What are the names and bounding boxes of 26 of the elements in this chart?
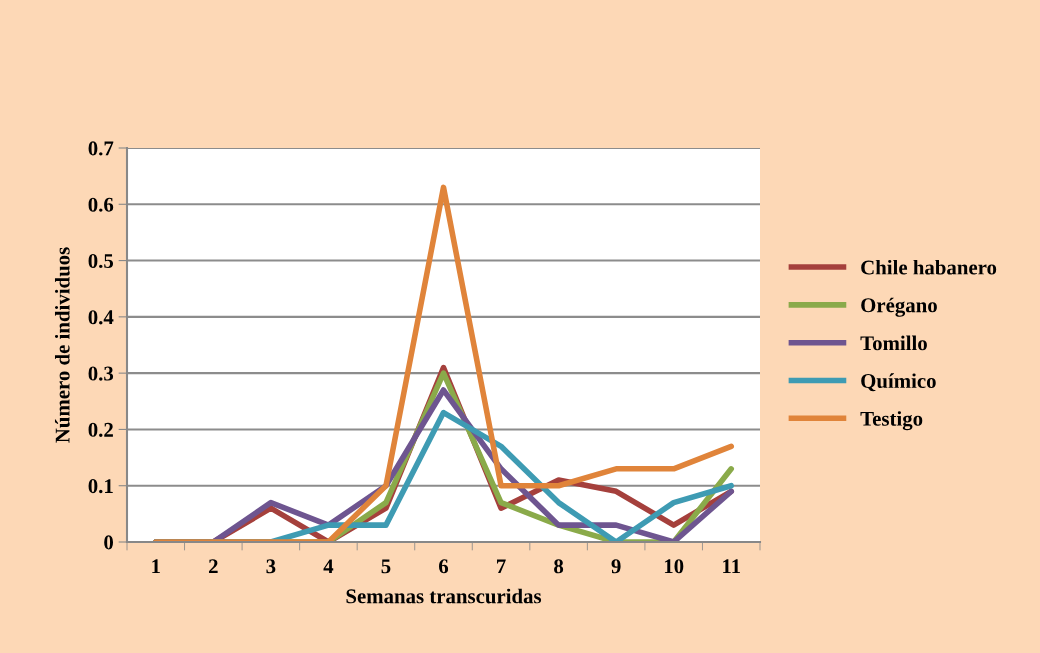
y-tick-label: 0 xyxy=(104,535,114,550)
y-tick-label: 0.3 xyxy=(88,366,114,381)
y-tick-label: 0.6 xyxy=(88,197,114,212)
x-tick-label: 5 xyxy=(381,559,391,574)
x-axis-title: Semanas transcuridas xyxy=(346,588,542,604)
y-tick-label: 0.7 xyxy=(88,141,114,156)
x-tick-label: 8 xyxy=(554,559,564,574)
x-tick-label: 11 xyxy=(723,559,740,574)
y-tick-label: 0.1 xyxy=(88,479,113,494)
y-tick-label: 0.4 xyxy=(88,310,114,325)
x-tick-label: 3 xyxy=(266,559,276,574)
x-tick-label: 6 xyxy=(439,559,449,574)
legend-label: Orégano xyxy=(861,297,937,317)
x-tick-label: 10 xyxy=(664,559,684,574)
x-tick-label: 2 xyxy=(208,559,218,574)
x-tick-label: 9 xyxy=(611,559,621,574)
legend-label: Chile habanero xyxy=(861,259,997,275)
x-tick-label: 7 xyxy=(497,559,506,574)
legend-label: Tomillo xyxy=(860,335,927,351)
y-axis-title: Número de individuos xyxy=(54,247,70,443)
x-tick-label: 1 xyxy=(152,559,160,574)
y-tick-label: 0.5 xyxy=(88,253,114,269)
y-tick-label: 0.2 xyxy=(88,422,113,437)
x-tick-label: 4 xyxy=(323,559,334,574)
legend-label: Testigo xyxy=(860,411,923,431)
legend-label: Químico xyxy=(861,373,936,392)
